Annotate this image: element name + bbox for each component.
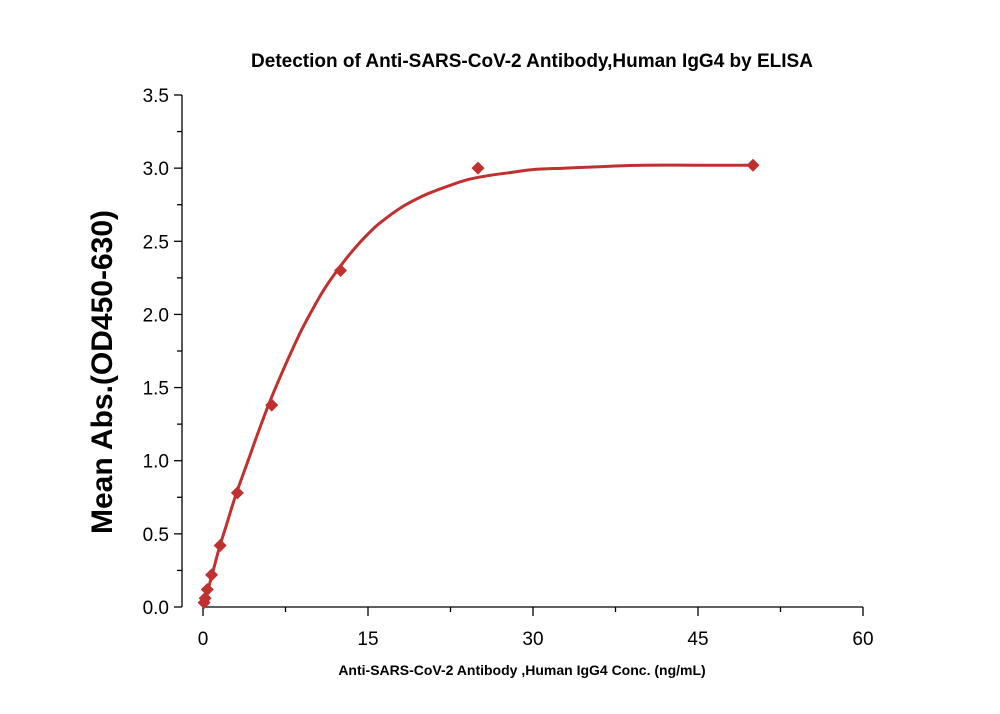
data-point [198,591,212,605]
data-point [200,582,214,596]
data-point [265,398,279,412]
data-point [230,486,244,500]
data-point [746,158,760,172]
y-tick-label: 1.5 [143,379,169,400]
x-tick-label: 60 [852,629,873,650]
x-axis: 0 15 30 45 60 [198,606,874,650]
y-tick-label: 2.5 [143,232,169,253]
x-axis-label: Anti-SARS-CoV-2 Antibody ,Human IgG4 Con… [338,662,705,678]
x-tick-label: 15 [357,629,378,650]
y-tick-label: 0.5 [143,525,169,546]
data-point [205,568,219,582]
x-tick-label: 0 [198,629,209,650]
y-tick-label: 3.5 [143,86,169,107]
y-tick-label: 2.0 [143,305,169,326]
data-point [334,264,347,278]
x-tick-label: 30 [522,629,543,650]
y-axis-label: Mean Abs.(OD450-630) [86,210,119,534]
data-point [471,161,485,175]
fit-curve [201,163,753,608]
y-tick-label: 0.0 [143,598,169,619]
x-tick-label: 45 [687,629,708,650]
y-tick-label: 1.0 [143,452,169,473]
y-axis: 0.0 0.5 1.0 1.5 2.0 2.5 3.0 3.5 [143,86,183,619]
data-point [213,539,227,553]
y-tick-label: 3.0 [143,159,169,180]
data-points [197,158,760,610]
chart-title: Detection of Anti-SARS-CoV-2 Antibody,Hu… [251,51,813,72]
